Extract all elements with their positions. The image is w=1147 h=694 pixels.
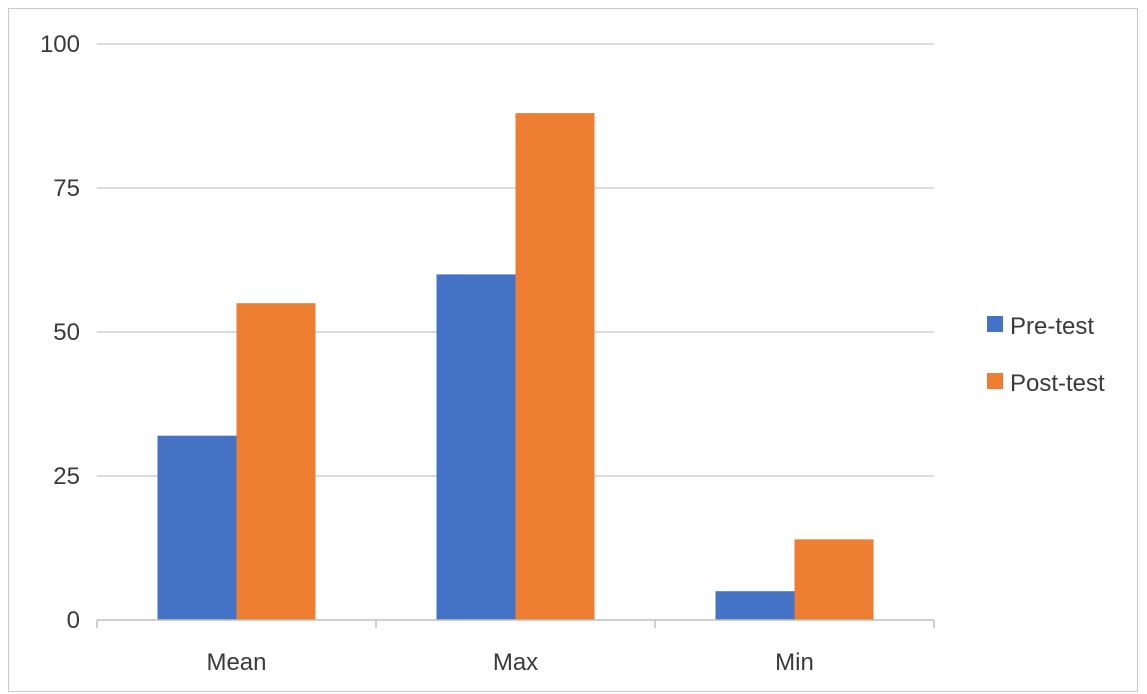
- legend-label-post-test: Post-test: [1010, 370, 1105, 397]
- bar-pre-test-mean: [157, 435, 237, 620]
- x-axis-ticks: Mean Max Min: [96, 620, 935, 676]
- legend-swatch-post-test: [987, 373, 1003, 389]
- bars: [157, 113, 874, 621]
- x-tick-label: Min: [775, 649, 814, 676]
- bar-pre-test-max: [436, 274, 516, 620]
- bar-pre-test-min: [715, 591, 795, 620]
- bar-post-test-min: [794, 539, 874, 620]
- bar-post-test-max: [515, 113, 595, 621]
- y-tick-label: 25: [53, 463, 80, 490]
- legend-swatch-pre-test: [987, 316, 1003, 332]
- y-tick-label: 75: [53, 175, 80, 202]
- x-tick-label: Mean: [206, 649, 266, 676]
- legend: Pre-test Post-test: [987, 313, 1105, 397]
- bar-post-test-mean: [236, 303, 316, 620]
- x-tick-label: Max: [493, 649, 538, 676]
- y-tick-label: 50: [53, 319, 80, 346]
- y-tick-label: 100: [40, 31, 80, 58]
- legend-label-pre-test: Pre-test: [1010, 313, 1094, 340]
- y-axis-ticks: 0 25 50 75 100: [40, 31, 80, 634]
- y-tick-label: 0: [67, 607, 80, 634]
